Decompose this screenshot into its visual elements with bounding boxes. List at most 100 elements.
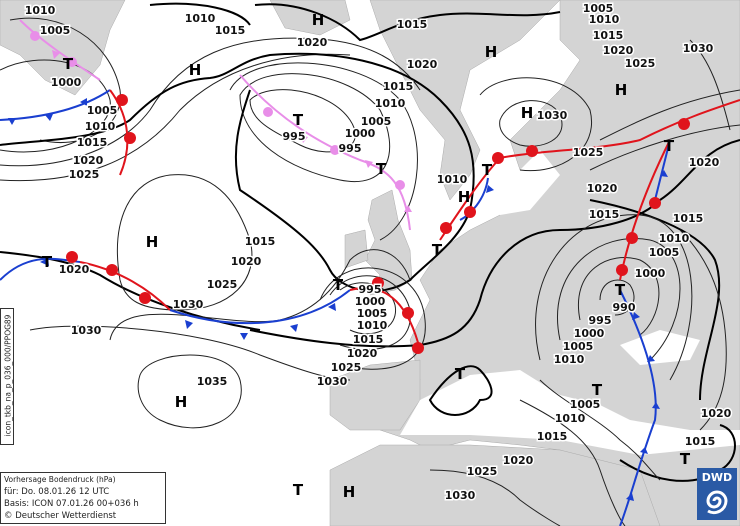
isobar-label: 1015 (537, 430, 568, 443)
isobar-label: 1010 (375, 97, 406, 110)
isobar-label: 1010 (589, 13, 620, 26)
isobar-label: 1020 (73, 154, 104, 167)
isobar-label: 1020 (603, 44, 634, 57)
isobar-label: 1025 (331, 361, 362, 374)
ireland (344, 229, 369, 269)
low-center: T (376, 160, 387, 178)
isobar-label: 1015 (245, 235, 276, 248)
isobar-label: 1015 (77, 136, 108, 149)
isobar-label: 1020 (59, 263, 90, 276)
low-center: T (664, 137, 675, 155)
isobar-label: 1025 (467, 465, 498, 478)
greenland (0, 0, 126, 96)
low-center: T (293, 481, 304, 499)
isobar-label: 1015 (383, 80, 414, 93)
high-center: H (615, 81, 628, 99)
product-code-label: icon_tkb_na_p_036_000/PPOG89 (0, 308, 14, 445)
isobar-label: 1005 (40, 24, 71, 37)
info-valid-time: für: Do. 08.01.26 12 UTC (4, 487, 110, 497)
isobar-label: 1010 (357, 319, 388, 332)
warm-front (349, 287, 421, 351)
warm-front (619, 139, 671, 281)
isobar-label: 1005 (570, 398, 601, 411)
isobar-label: 1015 (685, 435, 716, 448)
isobar-label: 1010 (85, 120, 116, 133)
iberia (329, 359, 421, 431)
isobar-label: 1025 (69, 168, 100, 181)
product-code: icon_tkb_na_p_036_000/PPOG89 (3, 314, 13, 437)
isobar-label: 1020 (347, 347, 378, 360)
info-copyright: © Deutscher Wetterdienst (4, 511, 117, 521)
isobar-label: 1030 (683, 42, 714, 55)
isobar-label: 1005 (563, 340, 594, 353)
low-center: T (63, 55, 74, 73)
isobar-label: 1020 (231, 255, 262, 268)
high-center: H (458, 188, 471, 206)
isobar-label: 1005 (361, 115, 392, 128)
isobar-label: 1000 (355, 295, 386, 308)
warm-front (109, 89, 129, 176)
warm-front (439, 99, 740, 241)
isobar-label: 1015 (215, 24, 246, 37)
occluded-front (239, 74, 411, 231)
info-title: Vorhersage Bodendruck (hPa) (4, 475, 116, 484)
occluded-front (19, 19, 101, 81)
isobar-label: 995 (283, 130, 306, 143)
isobar-label: 1005 (357, 307, 388, 320)
isobar-label: 1020 (701, 407, 732, 420)
iceland (269, 0, 351, 36)
isobar-label: 1010 (659, 232, 690, 245)
high-center: H (189, 61, 202, 79)
isobar-label: 1015 (397, 18, 428, 31)
warm-front-symbols (66, 94, 690, 354)
isobar-label: 1030 (445, 489, 476, 502)
isobar-label: 1020 (297, 36, 328, 49)
occlusion-symbols (30, 31, 412, 212)
isobar-label: 995 (339, 142, 362, 155)
isobar-label: 1000 (345, 127, 376, 140)
isobar-label: 1025 (573, 146, 604, 159)
isobar-label: 1005 (649, 246, 680, 259)
low-center: T (615, 281, 626, 299)
pressure-centers: H H H H H H H H H T T T T T T T T T T T … (42, 11, 691, 501)
high-center: H (521, 104, 534, 122)
isobar-label: 1010 (554, 353, 585, 366)
isobar-label: 1010 (185, 12, 216, 25)
high-center: H (343, 483, 356, 501)
high-center: H (312, 11, 325, 29)
isobar-label: 1020 (503, 454, 534, 467)
low-center: T (482, 161, 493, 179)
isobar-label: 1020 (587, 182, 618, 195)
isobar-label: 1010 (437, 173, 468, 186)
africa (329, 444, 661, 526)
isobar-label: 1025 (625, 57, 656, 70)
info-box: Vorhersage Bodendruck (hPa) für: Do. 08.… (0, 472, 166, 524)
isobar-label: 1000 (51, 76, 82, 89)
fronts (0, 19, 740, 526)
isobar-label: 1030 (537, 109, 568, 122)
isobar-label: 1035 (197, 375, 228, 388)
isobar-label: 1015 (353, 333, 384, 346)
low-center: T (680, 450, 691, 468)
isobar-label: 1000 (574, 327, 605, 340)
isobar-label: 1015 (589, 208, 620, 221)
swirl-icon (706, 490, 728, 515)
scandinavia (369, 0, 561, 201)
isobar-labels: 1010100510001005101010151020102510101015… (23, 1, 733, 504)
mediterranean-sea (400, 370, 740, 455)
high-center: H (485, 43, 498, 61)
high-center: H (175, 393, 188, 411)
low-center: T (333, 276, 344, 294)
isobar-label: 1030 (317, 375, 348, 388)
cold-front (169, 289, 351, 325)
isobar-label: 1005 (87, 104, 118, 117)
cold-front-symbols (8, 98, 668, 501)
dwd-logo: DWD (697, 468, 737, 520)
high-center: H (146, 233, 159, 251)
isobar-label: 1000 (635, 267, 666, 280)
isobar-label: 1005 (583, 2, 614, 15)
isobar-label: 1020 (689, 156, 720, 169)
